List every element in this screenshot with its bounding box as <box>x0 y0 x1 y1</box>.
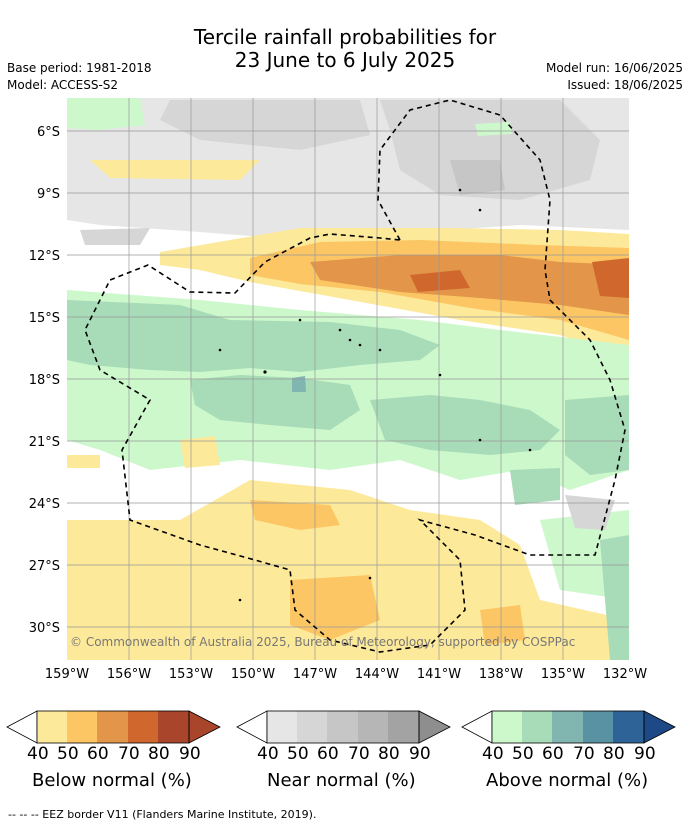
tick: 60 <box>317 744 339 764</box>
lon-label: 159°W <box>45 667 89 682</box>
lat-label: 15°S <box>29 311 60 326</box>
near-normal-colorbar <box>236 710 451 744</box>
map-title-line2: 23 June to 6 July 2025 <box>234 48 456 72</box>
above-normal-colorbar <box>461 710 676 744</box>
island-markers <box>218 188 532 602</box>
tick: 60 <box>87 744 109 764</box>
eez-footnote: -- -- -- EEZ border V11 (Flanders Marine… <box>8 808 317 821</box>
colorbar-ticks: 40 50 60 70 80 90 40 50 60 70 80 90 40 5… <box>0 744 690 766</box>
tick: 50 <box>512 744 534 764</box>
model-name: Model: ACCESS-S2 <box>7 78 119 92</box>
model-run: Model run: 16/06/2025 <box>545 61 683 75</box>
eez-borders <box>84 99 626 653</box>
lon-label: 147°W <box>293 667 337 682</box>
copyright-notice: © Commonwealth of Australia 2025, Bureau… <box>70 635 575 649</box>
below-normal-colorbar <box>6 710 221 744</box>
above-normal-label: Above normal (%) <box>486 770 649 791</box>
lon-label: 138°W <box>479 667 523 682</box>
lat-label: 12°S <box>29 249 60 264</box>
lon-label: 150°W <box>231 667 275 682</box>
base-period: Base period: 1981-2018 <box>7 61 152 75</box>
tick: 70 <box>348 744 370 764</box>
lat-label: 27°S <box>29 559 60 574</box>
tick: 50 <box>287 744 309 764</box>
issued-date: Issued: 18/06/2025 <box>567 78 683 92</box>
tick: 60 <box>542 744 564 764</box>
tick: 90 <box>409 744 431 764</box>
lon-label: 144°W <box>355 667 399 682</box>
lon-label: 153°W <box>169 667 213 682</box>
lon-label: 132°W <box>603 667 647 682</box>
tick: 80 <box>148 744 170 764</box>
lon-label: 141°W <box>417 667 461 682</box>
probability-field <box>67 98 629 660</box>
lon-label: 156°W <box>107 667 151 682</box>
lat-label: 21°S <box>29 435 60 450</box>
tick: 50 <box>57 744 79 764</box>
tick: 40 <box>482 744 504 764</box>
near-normal-label: Near normal (%) <box>267 770 416 791</box>
tick: 70 <box>573 744 595 764</box>
tick: 80 <box>603 744 625 764</box>
gridlines <box>67 98 629 660</box>
tick: 40 <box>257 744 279 764</box>
tick: 80 <box>378 744 400 764</box>
lat-label: 9°S <box>37 187 60 202</box>
lat-label: 24°S <box>29 497 60 512</box>
tick: 90 <box>634 744 656 764</box>
rainfall-map: 6°S 9°S 12°S 15°S 18°S 21°S 24°S 27°S 30… <box>29 98 647 682</box>
lat-label: 30°S <box>29 621 60 636</box>
lat-label: 18°S <box>29 373 60 388</box>
below-normal-label: Below normal (%) <box>32 770 192 791</box>
tick: 70 <box>118 744 140 764</box>
lon-label: 135°W <box>541 667 585 682</box>
map-title-line1: Tercile rainfall probabilities for <box>193 25 497 49</box>
tick: 90 <box>179 744 201 764</box>
tick: 40 <box>27 744 49 764</box>
lat-label: 6°S <box>37 125 60 140</box>
